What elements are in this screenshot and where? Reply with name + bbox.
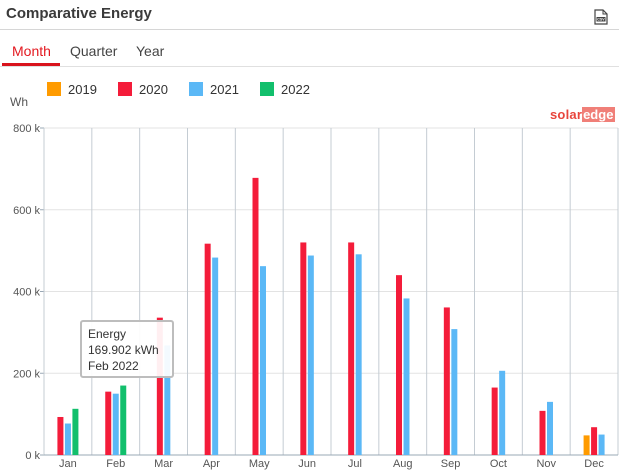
x-tick-label: Mar — [154, 458, 173, 470]
chart-tooltip: Energy 169.902 kWh Feb 2022 — [80, 320, 174, 378]
bar-2020-feb — [105, 391, 112, 455]
bar-2020-nov — [539, 410, 546, 455]
bar-2021-may — [260, 266, 266, 455]
x-tick-label: Jan — [59, 458, 77, 470]
x-tick-label: Oct — [490, 458, 507, 470]
bar-2021-oct — [499, 370, 506, 455]
bar-2020-mar — [156, 317, 163, 455]
bar-2022-jan — [72, 408, 79, 455]
y-tick-label: 200 k — [13, 368, 40, 380]
bar-2020-sep — [443, 307, 450, 455]
x-tick-label: Apr — [203, 458, 220, 470]
y-tick-label: 800 k — [13, 123, 40, 135]
tab-year[interactable]: Year — [136, 43, 165, 59]
legend-item-2019[interactable]: 2019 — [47, 82, 97, 97]
bar-2020-jun — [300, 242, 307, 455]
tab-quarter[interactable]: Quarter — [70, 43, 118, 59]
tooltip-value: 169.902 kWh — [88, 343, 159, 357]
x-tick-label: Aug — [393, 458, 413, 470]
bar-2021-feb — [112, 393, 119, 455]
bar-2020-apr — [204, 243, 211, 455]
svg-text:CSV: CSV — [597, 18, 605, 22]
legend-swatch-icon — [47, 82, 61, 96]
bar-2021-jun — [307, 255, 314, 455]
x-tick-label: Jun — [298, 458, 316, 470]
legend-item-2021[interactable]: 2021 — [189, 82, 239, 97]
x-tick-label: Dec — [584, 458, 604, 470]
period-tabs: Month Quarter Year — [0, 30, 619, 66]
tooltip-period: Feb 2022 — [88, 359, 139, 373]
y-tick-label: 400 k — [13, 287, 40, 299]
legend-item-2022[interactable]: 2022 — [260, 82, 310, 97]
legend-item-2020[interactable]: 2020 — [118, 82, 168, 97]
legend-swatch-icon — [189, 82, 203, 96]
bar-2020-dec — [591, 427, 598, 455]
tooltip-label: Energy — [88, 327, 127, 341]
bar-2021-mar — [164, 345, 171, 455]
bar-2021-nov — [547, 401, 553, 455]
active-tab-indicator — [2, 63, 60, 66]
chart-title: Comparative Energy — [6, 5, 152, 22]
tab-month[interactable]: Month — [12, 43, 51, 59]
x-tick-label: Jul — [348, 458, 362, 470]
bar-2020-oct — [491, 387, 498, 455]
solaredge-logo: solaredge — [550, 107, 616, 122]
bar-2021-jul — [355, 254, 362, 455]
bar-2021-jan — [64, 423, 71, 455]
bar-2022-feb — [120, 385, 127, 455]
x-tick-label: Nov — [536, 458, 556, 470]
bar-2021-dec — [598, 434, 605, 455]
y-tick-label: 600 k — [13, 205, 40, 217]
bar-2021-apr — [212, 257, 219, 455]
bar-2020-may — [252, 177, 259, 455]
csv-export-icon[interactable]: CSV — [594, 9, 608, 25]
y-axis-unit-label: Wh — [10, 95, 28, 109]
bar-2020-jul — [348, 242, 355, 455]
bar-2019-dec — [583, 435, 590, 455]
x-tick-label: Sep — [441, 458, 461, 470]
bar-2021-sep — [451, 329, 458, 455]
bar-2021-aug — [403, 298, 410, 455]
legend-swatch-icon — [260, 82, 274, 96]
y-tick-label: 0 k — [25, 450, 40, 462]
chart-header: Comparative Energy CSV — [0, 0, 619, 30]
x-tick-label: Feb — [106, 458, 125, 470]
bar-2020-jan — [57, 416, 64, 455]
bar-2020-aug — [396, 275, 402, 455]
tabs-divider — [0, 66, 619, 67]
legend-swatch-icon — [118, 82, 132, 96]
x-tick-label: May — [249, 458, 270, 470]
